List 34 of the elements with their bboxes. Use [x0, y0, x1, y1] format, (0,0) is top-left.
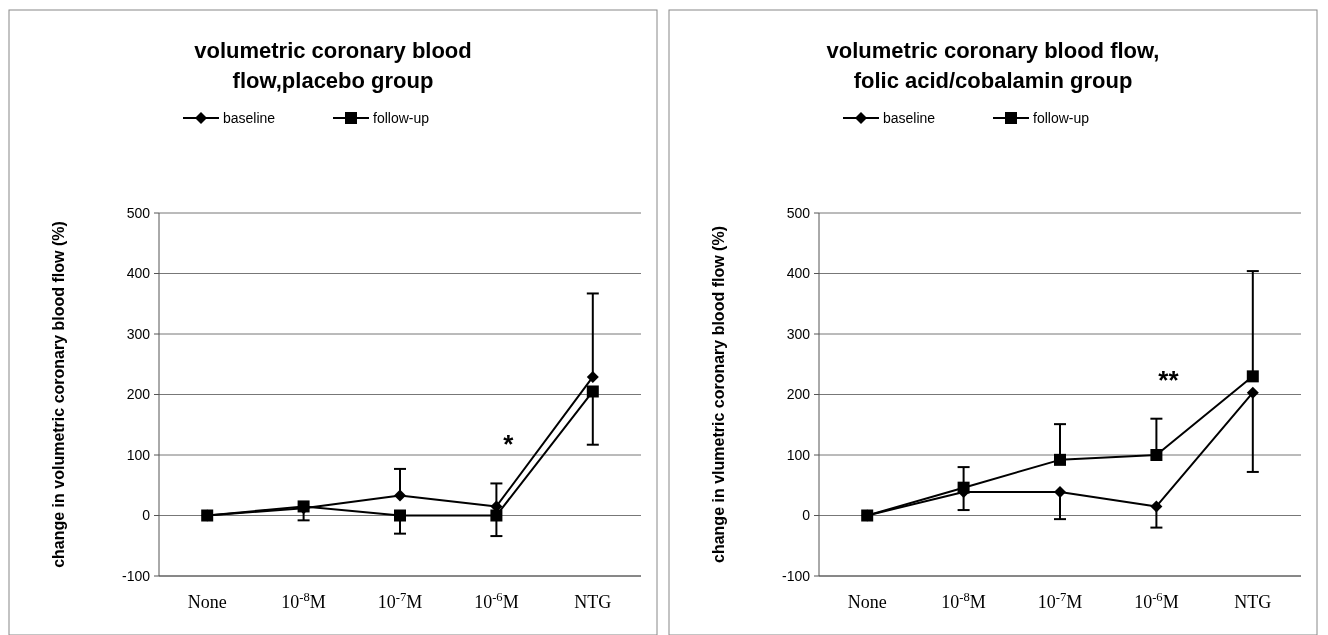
chart-title: volumetric coronary blood flow,placebo group	[194, 38, 472, 93]
annotation: *	[503, 429, 515, 460]
x-tick-label: None	[847, 592, 887, 612]
annotation: **	[1158, 364, 1180, 395]
y-tick-label: 200	[786, 386, 811, 403]
x-tick-label: NTG	[574, 592, 612, 612]
y-tick-label: 100	[126, 446, 151, 463]
legend-label: follow-up	[373, 110, 430, 126]
x-tick-label: 10$^{-7}$M	[1037, 590, 1083, 612]
legend-label: follow-up	[1033, 110, 1090, 126]
y-tick-label: 300	[786, 325, 811, 342]
y-tick-label: 300	[126, 325, 151, 342]
y-tick-label: 100	[786, 446, 811, 463]
y-tick-label: 500	[786, 204, 811, 221]
x-tick-label: None	[187, 592, 227, 612]
x-tick-label: NTG	[1234, 592, 1272, 612]
y-tick-label: 400	[126, 265, 151, 282]
y-tick-label: 0	[802, 507, 811, 524]
y-tick-label: 200	[126, 386, 151, 403]
y-axis-title: change in volumetric coronary blood flow (%)	[50, 221, 67, 568]
legend-label: baseline	[883, 110, 936, 126]
chart-title: volumetric coronary blood flow, folic acid/cobalamin group	[826, 38, 1160, 93]
y-tick-label: 500	[126, 204, 151, 221]
y-tick-label: 400	[786, 265, 811, 282]
y-tick-label: 0	[142, 507, 151, 524]
y-axis-title: change in vlumetric coronary blood flow (%)	[710, 226, 727, 563]
y-tick-label: -100	[781, 567, 811, 584]
x-tick-label: 10$^{-6}$M	[1134, 590, 1179, 612]
y-tick-label: -100	[121, 567, 151, 584]
x-tick-label: 10$^{-6}$M	[474, 590, 519, 612]
legend-label: baseline	[223, 110, 276, 126]
x-tick-label: 10$^{-8}$M	[281, 590, 326, 612]
x-tick-label: 10$^{-7}$M	[377, 590, 423, 612]
x-tick-label: 10$^{-8}$M	[941, 590, 986, 612]
